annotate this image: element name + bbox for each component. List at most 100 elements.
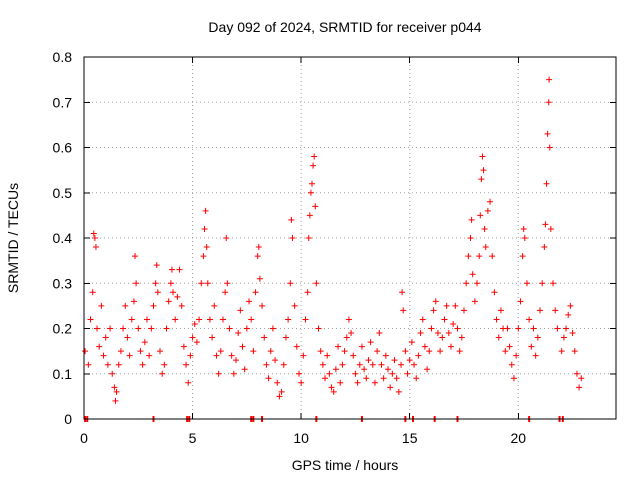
data-point (324, 352, 331, 359)
data-point (328, 384, 335, 391)
data-point (376, 330, 383, 337)
data-point (230, 370, 237, 377)
data-point (528, 343, 535, 350)
data-point (332, 366, 339, 373)
data-point (200, 253, 207, 260)
data-point (239, 343, 246, 350)
data-point (267, 348, 274, 355)
data-point (282, 334, 289, 341)
data-point (291, 302, 298, 309)
data-point (339, 361, 346, 368)
data-point (558, 348, 565, 355)
data-point (358, 343, 365, 350)
data-point (117, 348, 124, 355)
data-point (385, 366, 391, 373)
data-point (204, 280, 211, 287)
data-point (315, 325, 322, 332)
x-axis-ticks: 0 5 10 15 20 (80, 57, 526, 446)
data-point (508, 361, 515, 368)
data-point (128, 316, 135, 323)
data-point (356, 361, 363, 368)
data-point (153, 262, 160, 269)
data-point (467, 235, 474, 241)
data-point (571, 348, 578, 355)
data-point (471, 298, 478, 305)
data-point (367, 339, 374, 346)
data-point (298, 379, 305, 386)
data-point (411, 361, 418, 368)
data-point (191, 320, 198, 327)
data-point (387, 384, 394, 391)
data-point (154, 289, 161, 296)
y-tick-label: 0.7 (53, 94, 73, 110)
data-point (168, 266, 175, 273)
data-point (309, 180, 315, 187)
x-tick-label: 5 (189, 430, 197, 446)
data-point (523, 280, 530, 287)
data-point (94, 325, 101, 332)
data-point (196, 316, 203, 323)
data-point (189, 334, 196, 341)
data-point (319, 361, 326, 368)
data-point (178, 302, 185, 309)
data-point (406, 357, 413, 364)
data-point (521, 235, 528, 241)
data-point (148, 325, 155, 332)
data-point (295, 370, 302, 377)
data-point (361, 366, 368, 373)
data-point (157, 348, 163, 355)
data-point (537, 307, 543, 314)
data-point (519, 253, 526, 260)
data-point (408, 339, 415, 346)
data-point (404, 370, 411, 377)
data-point (391, 357, 398, 364)
data-point (352, 370, 359, 377)
data-point (302, 316, 309, 323)
data-point (278, 388, 285, 395)
data-point (443, 302, 450, 309)
data-point (280, 361, 287, 368)
data-point (263, 361, 270, 368)
data-point (312, 203, 319, 210)
data-point (300, 352, 307, 359)
data-point (102, 334, 109, 341)
data-point (452, 302, 459, 309)
data-point (552, 307, 559, 314)
data-point (563, 325, 570, 332)
data-point (550, 280, 557, 287)
data-point (272, 357, 279, 364)
data-point (235, 330, 242, 337)
data-point (219, 316, 226, 323)
y-axis-ticks: 0 0.1 0.2 0.3 0.4 0.5 0.6 0.7 0.8 (53, 49, 616, 427)
data-point (172, 316, 179, 323)
data-point (293, 343, 300, 350)
data-point (223, 235, 230, 241)
data-point (530, 325, 537, 332)
data-point (504, 325, 511, 332)
data-point (224, 280, 231, 287)
x-tick-label: 15 (402, 430, 418, 446)
data-point (456, 348, 463, 355)
data-point (170, 289, 177, 296)
data-point (402, 348, 409, 355)
data-point (222, 289, 229, 296)
data-point (534, 334, 541, 341)
data-point (248, 316, 255, 323)
data-point (330, 388, 337, 395)
data-point (544, 130, 551, 137)
data-point (341, 348, 348, 355)
data-point (313, 280, 320, 287)
data-point (310, 162, 317, 169)
data-point (161, 361, 168, 368)
data-point (441, 316, 448, 323)
data-point (126, 352, 133, 359)
data-point (517, 298, 524, 305)
data-point (137, 348, 144, 355)
data-point (350, 352, 357, 359)
data-point (85, 361, 92, 368)
data-point (122, 302, 129, 309)
data-point (502, 348, 509, 355)
data-point (450, 320, 457, 327)
data-point (187, 352, 194, 359)
